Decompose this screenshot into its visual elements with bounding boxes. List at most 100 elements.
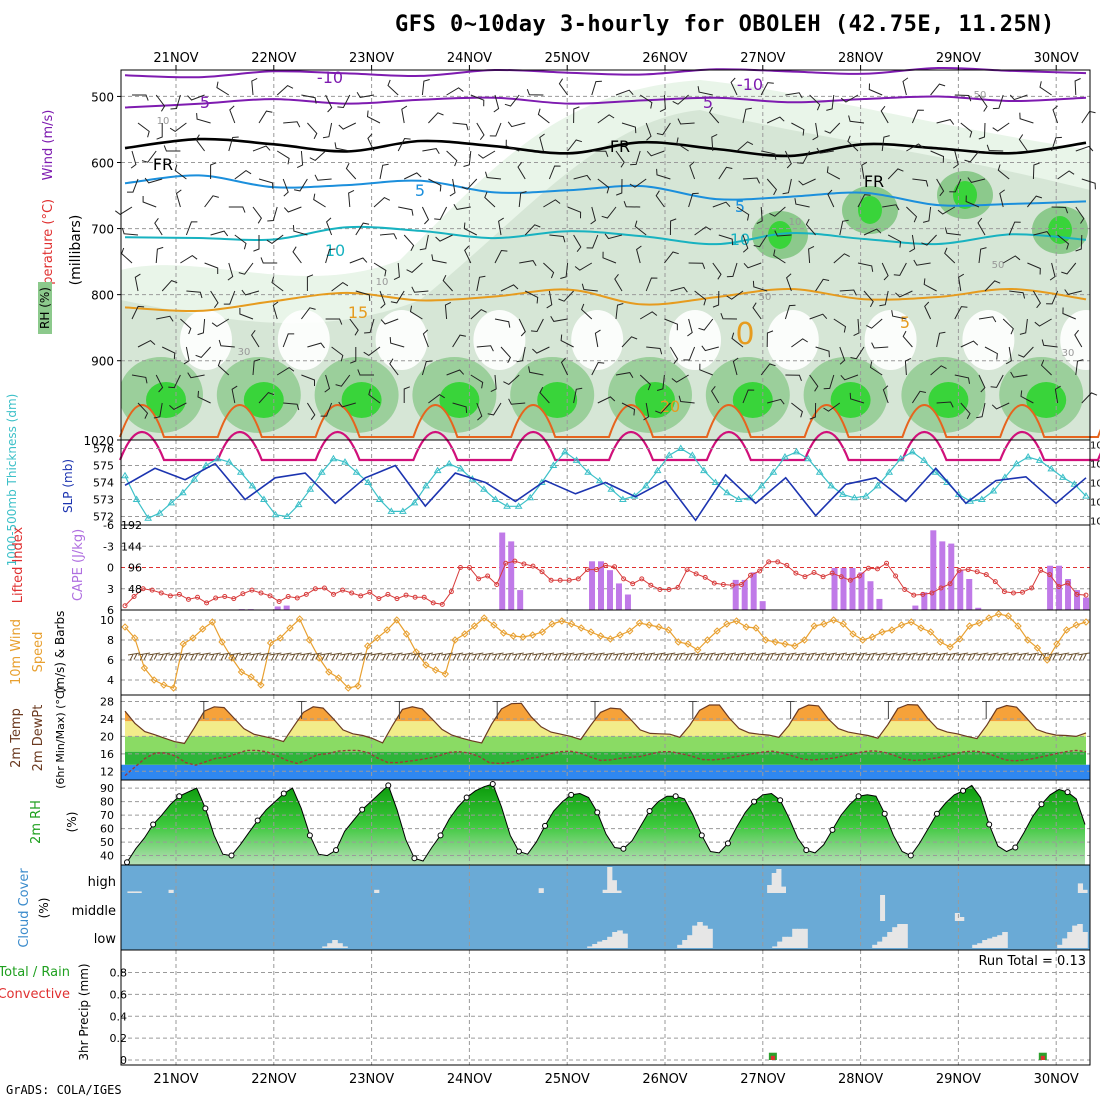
y-tick-label: 80 [100,796,114,809]
wind-barb [313,193,326,208]
thickness-point [167,498,176,506]
wind-barb [428,112,444,124]
wind-barb [712,201,731,208]
wind-barb [865,652,878,661]
thickness-slp-chart [121,440,1090,525]
y-tick-label: 70 [100,809,114,822]
wind-barb [809,402,817,420]
li-point [811,569,817,575]
wind-barb [1049,262,1056,281]
thickness-point [804,454,813,462]
wind-barb [924,301,932,320]
cape-bar [957,570,964,610]
wind-barb [364,318,375,334]
wind-barb [615,150,625,168]
wind-barb [276,366,295,376]
wind-barb [656,168,671,180]
y-axis-label-rh2m: 2m RH [29,800,44,844]
cloud-cover-chart [121,865,1090,950]
wind-barb [494,318,511,328]
wind-barb [543,199,561,208]
wind-speed-point [461,630,469,638]
wind-barb [794,198,810,208]
li-point [530,563,536,569]
cape-bar [930,530,937,610]
wind-barb [446,369,465,376]
wind-barb [990,374,1004,388]
wind-barb [646,346,663,355]
contour-label: 5 [900,313,910,332]
wind-barb [155,374,164,393]
date-label-top: 21NOV [153,51,198,66]
y-tick-label: 10 [100,614,114,627]
li-point [122,603,128,609]
wind-barb [976,402,986,419]
li-point [684,567,690,573]
wind-barb [812,122,819,141]
wind-barb [688,262,706,269]
contour-label: FR [153,155,173,174]
wind-speed-point [344,684,352,692]
cloud-bar [772,946,778,948]
wind-barb [1054,385,1061,404]
wind-barb [137,339,156,348]
rh-blob [768,221,792,249]
cape-bar [966,579,973,610]
y-axis-label-speed: Speed [31,632,46,673]
cloud-bar [782,936,788,948]
wind-barb [885,652,898,661]
wind-barb [228,206,246,213]
wind-barb [655,190,665,208]
cloud-bar [687,935,693,948]
wind-barb [591,80,602,96]
rh-point [751,798,758,805]
date-label-top: 24NOV [447,51,492,66]
cloud-bar [777,941,783,948]
wind-barb [861,161,868,180]
y-tick-label: 0 [120,1054,127,1067]
cloud-bar [622,933,628,948]
wind-speed-point [606,635,615,643]
wind-barb [954,94,972,102]
cloud-bar [977,943,983,948]
li-point [439,601,445,607]
wind-barb [259,652,272,661]
wind-barb [612,652,625,661]
contour-label: 15 [348,303,368,322]
wind-barb [1064,289,1082,295]
wind-barb [1052,105,1059,124]
wind-barb [1075,145,1094,152]
contour-label: 10 [157,116,170,127]
li-point [956,567,962,573]
wind-barb [923,278,937,292]
rh-gap [277,310,330,370]
wind-barb [178,652,191,661]
y-tick-label: 28 [100,696,114,709]
wind-speed-point [1062,626,1071,634]
cape-bar [939,541,946,610]
rh-gap [766,310,819,370]
wind-barb [470,94,485,107]
wind-barb [984,346,998,360]
wind-barb [857,194,871,208]
wind-speed-point [645,621,653,629]
y-axis-label-cloud-unit: (%) [37,898,51,919]
wind-barb [978,94,988,112]
wind-barb [348,189,355,208]
cloud-bar [997,935,1003,948]
wind-barb [229,105,236,124]
wind-barb [766,178,778,196]
wind-barb [742,234,749,253]
wind-barb [911,390,926,404]
wind-barb [306,274,314,291]
wind-barb [530,318,544,333]
wind-barb [550,316,568,322]
wind-barb [573,174,592,181]
wind-barb [621,402,636,416]
wind-speed-point [868,633,877,641]
wind-barb [1032,290,1042,309]
wind-barb [699,363,713,376]
li-point [294,595,300,601]
cloud-bar [322,946,328,948]
li-point [131,594,137,600]
